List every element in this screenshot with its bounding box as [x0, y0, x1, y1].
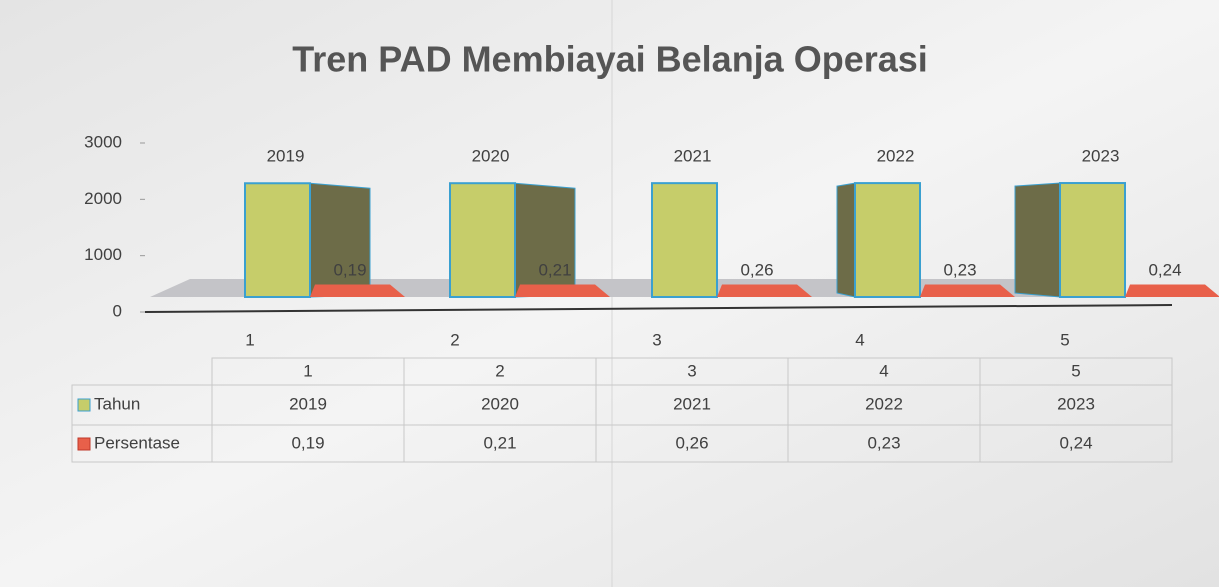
data-label: 0,26 [740, 260, 773, 279]
table-cell: 0,23 [867, 433, 900, 452]
x-axis [144, 304, 1173, 313]
bar [854, 182, 921, 298]
data-label: 2021 [674, 147, 712, 166]
table-cell: 2023 [1057, 394, 1095, 413]
data-label: 2019 [267, 147, 305, 166]
table-cell: 0,19 [291, 433, 324, 452]
y-tick-label: 2000 [84, 189, 122, 208]
table-cell: 2022 [865, 394, 903, 413]
bar-side [1014, 182, 1061, 298]
legend-label: Persentase [94, 433, 180, 452]
data-label: 0,23 [943, 260, 976, 279]
table-cell: 2020 [481, 394, 519, 413]
x-tick-label: 5 [1060, 330, 1069, 349]
y-tick-label: 0 [113, 301, 122, 320]
bar-side [836, 182, 856, 298]
bar [1125, 284, 1219, 297]
bar [717, 284, 812, 297]
legend-swatch [77, 398, 91, 412]
chart-title: Tren PAD Membiayai Belanja Operasi [292, 39, 928, 80]
bar [920, 284, 1015, 297]
x-tick-label: 1 [245, 330, 254, 349]
data-label: 0,21 [538, 260, 571, 279]
legend-swatch [77, 437, 91, 451]
data-label: 2020 [472, 147, 510, 166]
data-label: 0,24 [1148, 260, 1181, 279]
data-label: 2023 [1082, 147, 1120, 166]
table-cell: 2021 [673, 394, 711, 413]
y-tick-label: 3000 [84, 132, 122, 151]
y-tick-label: 1000 [84, 245, 122, 264]
bar [515, 284, 610, 297]
x-tick-label: 4 [855, 330, 864, 349]
table-header: 2 [495, 361, 504, 380]
data-label: 0,19 [333, 260, 366, 279]
data-label: 2022 [877, 147, 915, 166]
table-header: 5 [1071, 361, 1080, 380]
bar-side [309, 182, 371, 298]
bar [244, 182, 311, 298]
legend-label: Tahun [94, 394, 140, 413]
table-header: 1 [303, 361, 312, 380]
table-header: 4 [879, 361, 888, 380]
table-cell: 2019 [289, 394, 327, 413]
table-header: 3 [687, 361, 696, 380]
bar [651, 182, 718, 298]
x-tick-label: 3 [652, 330, 661, 349]
bar [449, 182, 516, 298]
table-cell: 0,21 [483, 433, 516, 452]
bar [310, 284, 405, 297]
bar [1059, 182, 1126, 299]
table-cell: 0,26 [675, 433, 708, 452]
table-cell: 0,24 [1059, 433, 1092, 452]
x-tick-label: 2 [450, 330, 459, 349]
bar-side [514, 182, 576, 298]
